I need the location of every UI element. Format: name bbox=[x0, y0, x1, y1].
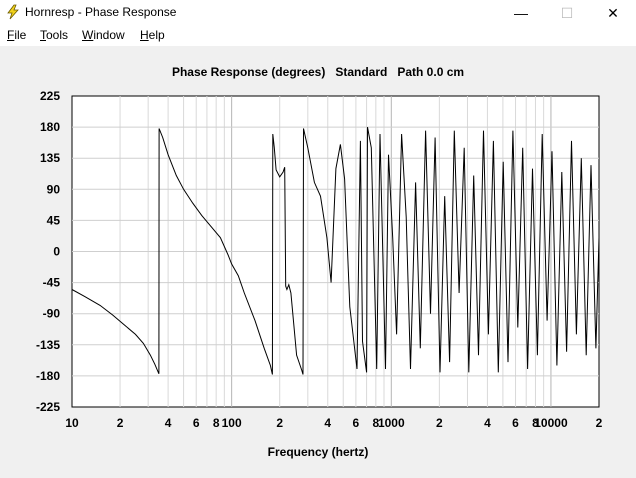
x-tick-label: 4 bbox=[165, 416, 172, 430]
chart-title: Phase Response (degrees) Standard Path 0… bbox=[171, 65, 465, 79]
x-tick-label: 6 bbox=[193, 416, 200, 430]
x-tick-label: 4 bbox=[484, 416, 491, 430]
y-tick-label: 45 bbox=[47, 213, 61, 227]
x-tick-label: 2 bbox=[436, 416, 443, 430]
maximize-button[interactable]: ☐ bbox=[544, 0, 590, 26]
window-title: Hornresp - Phase Response bbox=[25, 5, 177, 19]
x-tick-label: 2 bbox=[117, 416, 124, 430]
y-tick-label: 90 bbox=[47, 182, 61, 196]
x-tick-label: 6 bbox=[512, 416, 519, 430]
y-tick-label: -90 bbox=[43, 307, 61, 321]
y-tick-label: -45 bbox=[43, 276, 61, 290]
x-tick-label: 8 bbox=[213, 416, 220, 430]
series-line-0 bbox=[71, 127, 600, 375]
lightning-bolt-icon bbox=[7, 4, 19, 20]
menu-tools[interactable]: Tools bbox=[40, 28, 69, 42]
close-button[interactable]: ✕ bbox=[590, 0, 636, 26]
y-tick-label: 135 bbox=[40, 151, 60, 165]
y-tick-label: -180 bbox=[36, 369, 60, 383]
menu-window[interactable]: Window bbox=[82, 28, 125, 42]
x-tick-label: 4 bbox=[324, 416, 331, 430]
y-tick-label: 180 bbox=[40, 120, 60, 134]
x-tick-label: 6 bbox=[353, 416, 360, 430]
y-tick-label: 225 bbox=[40, 89, 60, 103]
minimize-button[interactable]: — bbox=[498, 0, 544, 26]
y-tick-label: -225 bbox=[36, 400, 60, 414]
close-icon: ✕ bbox=[607, 4, 619, 21]
y-tick-label: -135 bbox=[36, 338, 60, 352]
x-axis-label: Frequency (hertz) bbox=[267, 445, 369, 459]
minimize-icon: — bbox=[514, 5, 528, 21]
series-group bbox=[71, 127, 600, 375]
x-tick-label: 100 bbox=[222, 416, 242, 430]
menu-help[interactable]: Help bbox=[140, 28, 165, 42]
x-tick-label: 10000 bbox=[534, 416, 568, 430]
window-titlebar[interactable]: Hornresp - Phase Response — ☐ ✕ bbox=[0, 0, 636, 26]
menu-file[interactable]: File bbox=[7, 28, 27, 42]
x-tick-label: 8 bbox=[532, 416, 539, 430]
x-tick-label: 8 bbox=[372, 416, 379, 430]
x-tick-label: 10 bbox=[65, 416, 79, 430]
maximize-icon: ☐ bbox=[560, 4, 574, 21]
x-tick-label: 2 bbox=[596, 416, 603, 430]
x-tick-label: 2 bbox=[276, 416, 283, 430]
menu-bar: File Tools Window Help bbox=[0, 26, 636, 46]
x-tick-label: 1000 bbox=[378, 416, 405, 430]
y-tick-label: 0 bbox=[53, 245, 60, 259]
y-tick-labels: 225 180 135 90 45 0 -45 -90 -135 -180 -225 bbox=[36, 89, 60, 414]
